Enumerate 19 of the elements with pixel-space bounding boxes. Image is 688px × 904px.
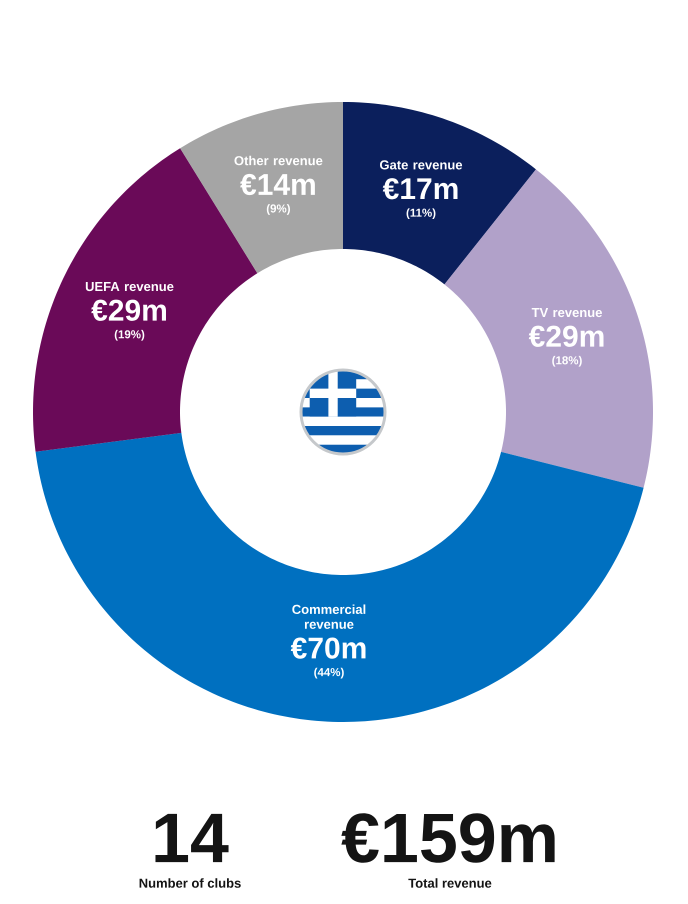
data-label: €29m <box>91 300 166 321</box>
text: Number of clubs <box>140 878 241 888</box>
text: €159m <box>341 813 555 863</box>
data-label: €17m <box>382 178 458 200</box>
text: (9%) <box>266 204 290 215</box>
slice-label: Other revenue <box>234 156 322 166</box>
slice-label: Commercial revenue <box>292 604 366 629</box>
text: (11%) <box>406 208 436 220</box>
slice-label: TV revenue <box>532 308 602 318</box>
data-label: €29m <box>528 326 604 347</box>
text: 14 <box>155 814 229 862</box>
text: (18%) <box>552 356 582 367</box>
text: Total revenue <box>408 878 492 888</box>
slice-label: UEFA revenue <box>86 282 174 292</box>
data-label: €70m <box>290 637 366 659</box>
slice-label: Gate revenue <box>380 160 462 170</box>
data-label: €14m <box>240 174 315 196</box>
text: (44%) <box>314 668 344 678</box>
text: (19%) <box>114 330 144 341</box>
